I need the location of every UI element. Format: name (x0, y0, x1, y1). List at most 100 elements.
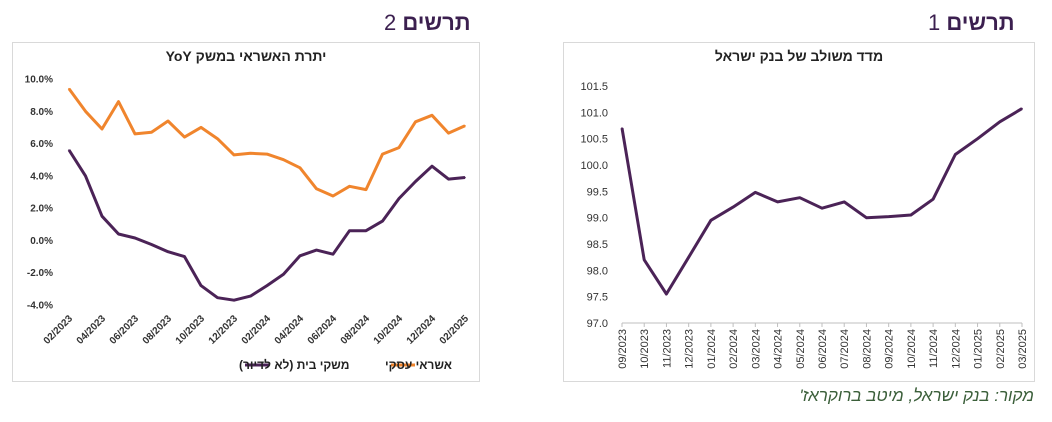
credit-yoy-chart-panel: יתרת האשראי במשק YoY 10.0% 8.0% 6.0% 4.0% 2.… (12, 42, 480, 382)
data-point (167, 120, 169, 122)
data-point (150, 131, 153, 134)
x-tick-label: 02/2025 (438, 313, 472, 347)
x-tick-label: 06/2024 (306, 313, 340, 347)
data-point (117, 100, 120, 103)
data-point (447, 178, 450, 180)
series-line-composite-index (620, 107, 1023, 296)
x-tick-label: 06/2024 (817, 329, 829, 369)
data-point (332, 253, 334, 255)
y-tick-label: 10.0% (25, 75, 53, 86)
legend-label-household-credit: משקי בית (לא לדיור) (239, 358, 349, 372)
data-point (282, 158, 285, 161)
composite-index-chart-title: מדד משולב של בנק ישראל (715, 48, 883, 64)
data-point (68, 87, 70, 90)
data-point (101, 215, 103, 217)
data-point (216, 137, 219, 140)
x-tick-label: 01/2024 (706, 329, 718, 369)
data-point (398, 197, 400, 200)
x-tick-label: 12/2023 (207, 313, 241, 347)
x-tick-label: 02/2024 (240, 313, 274, 347)
data-point (910, 214, 912, 216)
data-point (282, 273, 285, 276)
x-tick-label: 10/2024 (372, 313, 406, 347)
data-point (976, 137, 979, 140)
data-point (365, 188, 367, 191)
data-point (134, 237, 136, 239)
composite-index-chart-panel: מדד משולב של בנק ישראל 101.5 101.0 100.5 10… (563, 42, 1035, 382)
source-note: מקור: בנק ישראל, מיטב ברוקראז' (799, 386, 1034, 405)
x-tick-label: 07/2024 (839, 329, 851, 369)
legend-label-business-credit: אשראי עסקי (385, 358, 452, 372)
y-tick-label: 99.0 (587, 213, 608, 225)
x-tick-label: 12/2024 (950, 329, 962, 369)
x-tick-label: 02/2025 (995, 329, 1007, 369)
data-point (398, 146, 400, 149)
x-tick-label: 03/2025 (1017, 329, 1029, 369)
data-point (134, 133, 136, 135)
y-tick-label: 100.5 (580, 134, 608, 146)
x-tick-label: 08/2023 (141, 313, 175, 347)
data-point (315, 188, 318, 190)
data-point (665, 293, 668, 295)
data-point (233, 154, 235, 156)
data-point (464, 176, 466, 179)
x-tick-label: 09/2023 (617, 329, 629, 369)
figure-2-label: תרשים 2 (384, 10, 471, 36)
data-point (365, 229, 367, 232)
data-point (68, 149, 70, 151)
data-point (348, 185, 351, 188)
data-point (710, 219, 712, 222)
data-point (299, 167, 301, 169)
data-point (431, 165, 433, 167)
data-point (754, 191, 757, 194)
x-tick-label: 08/2024 (861, 329, 873, 369)
data-point (1021, 107, 1023, 110)
y-tick-label: 0.0% (30, 236, 53, 247)
data-point (315, 249, 318, 251)
y-tick-label: 97.5 (587, 292, 608, 304)
x-tick-label: 04/2023 (75, 313, 109, 347)
data-point (447, 132, 450, 134)
data-point (299, 255, 301, 257)
figure-1-number: 1 (928, 10, 941, 35)
data-point (249, 152, 252, 155)
data-point (183, 136, 186, 138)
y-tick-label: 101.0 (580, 107, 608, 119)
x-tick-label: 12/2023 (684, 329, 696, 369)
data-point (999, 121, 1001, 123)
data-point (776, 201, 779, 203)
data-point (643, 259, 645, 261)
data-point (266, 284, 268, 287)
data-point (414, 180, 417, 183)
data-point (887, 215, 890, 218)
x-tick-label: 08/2024 (339, 313, 373, 347)
x-tick-label: 04/2024 (273, 313, 307, 347)
credit-yoy-chart: יתרת האשראי במשק YoY 10.0% 8.0% 6.0% 4.0% 2.… (25, 48, 472, 372)
data-point (84, 175, 87, 177)
x-tick-label: 11/2023 (661, 329, 673, 368)
x-tick-label: 10/2023 (639, 329, 651, 369)
x-tick-label: 12/2024 (405, 313, 439, 347)
data-point (216, 296, 219, 299)
data-point (431, 114, 433, 117)
y-tick-label: 98.0 (587, 265, 608, 277)
data-point (799, 196, 801, 199)
y-tick-label: -2.0% (27, 268, 53, 279)
data-point (821, 207, 823, 209)
data-point (167, 250, 169, 253)
series-line-business-credit (67, 87, 466, 198)
data-point (865, 216, 868, 219)
data-point (843, 201, 845, 203)
data-point (101, 128, 103, 130)
x-tick-label: 06/2023 (108, 313, 142, 347)
data-point (381, 220, 384, 222)
y-tick-label: 99.5 (587, 186, 608, 198)
x-tick-label: 10/2024 (906, 329, 918, 369)
y-tick-label: 2.0% (30, 204, 53, 215)
data-point (732, 206, 734, 208)
data-point (348, 229, 351, 232)
data-point (183, 255, 186, 258)
data-point (84, 110, 87, 113)
credit-yoy-chart-title: יתרת האשראי במשק YoY (166, 48, 327, 64)
data-point (381, 153, 384, 155)
